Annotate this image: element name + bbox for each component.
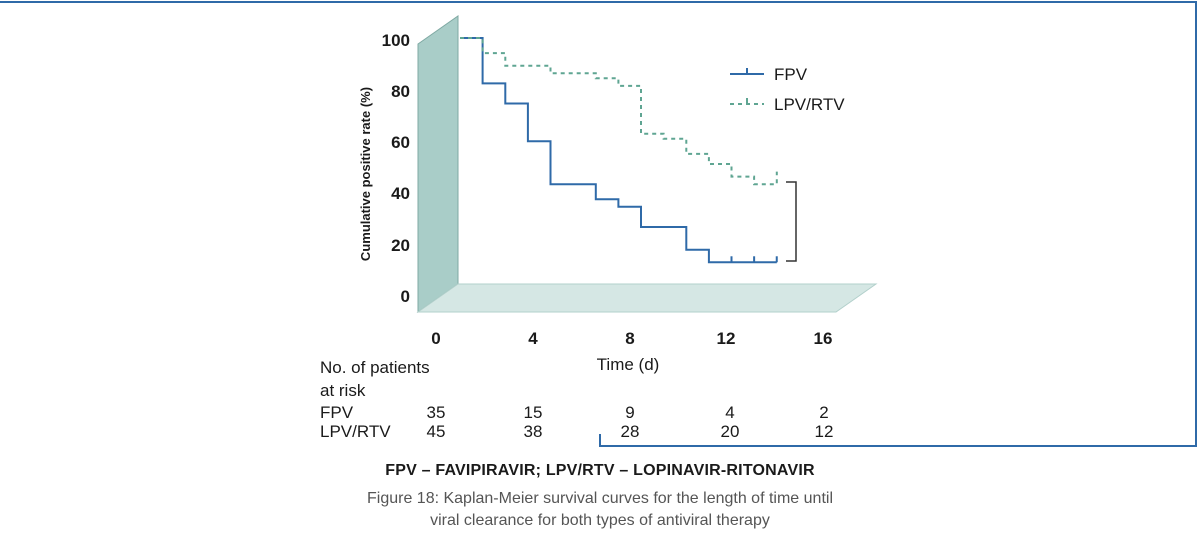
risk-value: 9 (625, 403, 634, 422)
risk-table: No. of patients at risk FPV LPV/RTV 35 15… (320, 358, 833, 441)
chart-back-wall (417, 15, 459, 313)
risk-value: 45 (427, 422, 446, 441)
risk-value: 12 (815, 422, 834, 441)
caption-line-1: Figure 18: Kaplan-Meier survival curves … (367, 490, 833, 507)
risk-header-line2: at risk (320, 381, 366, 400)
x-tick-label: 12 (717, 329, 736, 348)
figure-frame (0, 1, 1197, 447)
kaplan-meier-figure: Cumulative positive rate (%) 02040608010… (0, 1, 1197, 447)
x-axis-label: Time (d) (597, 355, 660, 374)
chart-floor (416, 283, 878, 313)
y-tick-label: 0 (401, 287, 410, 306)
x-tick-label: 4 (528, 329, 538, 348)
series-line-fpv (460, 37, 777, 264)
y-tick-label: 80 (391, 82, 410, 101)
y-tick-label: 60 (391, 133, 410, 152)
y-tick-label: 100 (382, 31, 410, 50)
risk-value: 38 (524, 422, 543, 441)
caption-title: FPV – FAVIPIRAVIR; LPV/RTV – LOPINAVIR-R… (385, 462, 815, 479)
x-tick-label: 8 (625, 329, 634, 348)
y-tick-labels: 0 20 40 60 80 100 (382, 31, 410, 306)
risk-value: 20 (721, 422, 740, 441)
y-tick-label: 40 (391, 184, 410, 203)
legend: FPV LPV/RTV (730, 65, 845, 114)
x-tick-label: 16 (814, 329, 833, 348)
difference-bracket (786, 181, 797, 262)
risk-row-label-fpv: FPV (320, 403, 354, 422)
y-tick-label: 20 (391, 236, 410, 255)
series-lines (460, 37, 778, 264)
risk-value: 28 (621, 422, 640, 441)
risk-row-label-lpv: LPV/RTV (320, 422, 391, 441)
x-tick-labels: 0 4 8 12 16 (431, 329, 832, 348)
risk-value: 15 (524, 403, 543, 422)
risk-values: 35 15 9 4 2 45 38 28 20 12 (427, 403, 834, 441)
caption-line-2: viral clearance for both types of antivi… (430, 512, 770, 529)
y-axis-label: Cumulative positive rate (%) (358, 87, 373, 261)
risk-value: 4 (725, 403, 734, 422)
risk-value: 2 (819, 403, 828, 422)
risk-header-line1: No. of patients (320, 358, 430, 377)
risk-value: 35 (427, 403, 446, 422)
x-tick-label: 0 (431, 329, 440, 348)
series-line-lpv-rtv (460, 37, 778, 186)
legend-lpv-label: LPV/RTV (774, 95, 845, 114)
legend-fpv-label: FPV (774, 65, 808, 84)
